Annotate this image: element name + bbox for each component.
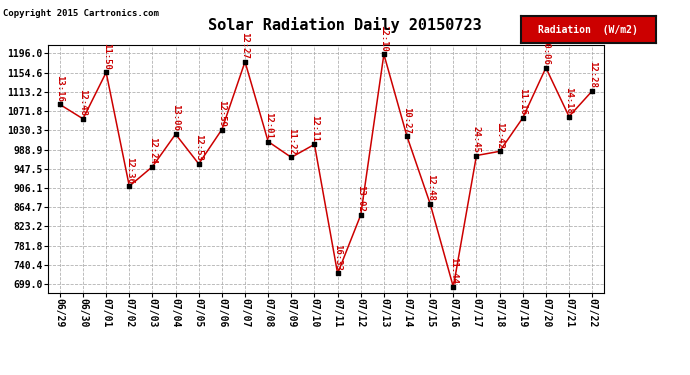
Point [494, 148, 505, 154]
Text: 12:36: 12:36 [125, 156, 134, 183]
Text: Solar Radiation Daily 20150723: Solar Radiation Daily 20150723 [208, 17, 482, 33]
Text: Copyright 2015 Cartronics.com: Copyright 2015 Cartronics.com [3, 9, 159, 18]
Point [147, 164, 158, 170]
Text: 11:16: 11:16 [518, 88, 527, 115]
Text: 12:48: 12:48 [79, 89, 88, 116]
Point [170, 131, 181, 137]
Text: 10:06: 10:06 [542, 38, 551, 65]
Point [55, 101, 66, 107]
Text: 24:45: 24:45 [472, 126, 481, 153]
Text: 13:02: 13:02 [356, 185, 365, 212]
Text: 12:42: 12:42 [495, 122, 504, 148]
Text: 12:01: 12:01 [264, 112, 273, 139]
Point [286, 154, 297, 160]
Point [355, 212, 366, 218]
Text: 12:27: 12:27 [241, 32, 250, 59]
Point [424, 201, 435, 207]
Point [101, 69, 112, 75]
Point [124, 183, 135, 189]
Point [77, 116, 88, 122]
Point [193, 161, 204, 167]
Text: 12:11: 12:11 [310, 115, 319, 142]
Text: 14:18: 14:18 [564, 87, 573, 114]
Text: 12:24: 12:24 [148, 137, 157, 164]
Point [378, 51, 389, 57]
Point [332, 270, 343, 276]
Point [402, 134, 413, 140]
Text: 13:06: 13:06 [171, 105, 180, 131]
Text: 12:59: 12:59 [217, 100, 226, 127]
Text: 12:53: 12:53 [194, 134, 204, 161]
Point [586, 88, 598, 94]
Point [448, 284, 459, 290]
Point [217, 126, 228, 132]
Text: 11:22: 11:22 [287, 128, 296, 154]
Text: 16:33: 16:33 [333, 244, 342, 271]
Text: 12:48: 12:48 [426, 174, 435, 201]
Point [471, 153, 482, 159]
Point [518, 115, 529, 121]
Point [263, 139, 274, 145]
Point [564, 114, 575, 120]
Point [540, 65, 551, 71]
Text: 11:50: 11:50 [101, 43, 110, 70]
Text: 12:10: 12:10 [380, 25, 388, 51]
Text: 13:16: 13:16 [55, 75, 64, 102]
Text: Radiation  (W/m2): Radiation (W/m2) [538, 25, 638, 34]
Text: 10:27: 10:27 [402, 107, 411, 134]
Text: 11:44: 11:44 [448, 257, 458, 284]
Point [309, 141, 320, 147]
Point [239, 59, 250, 65]
Text: 12:28: 12:28 [588, 61, 597, 88]
